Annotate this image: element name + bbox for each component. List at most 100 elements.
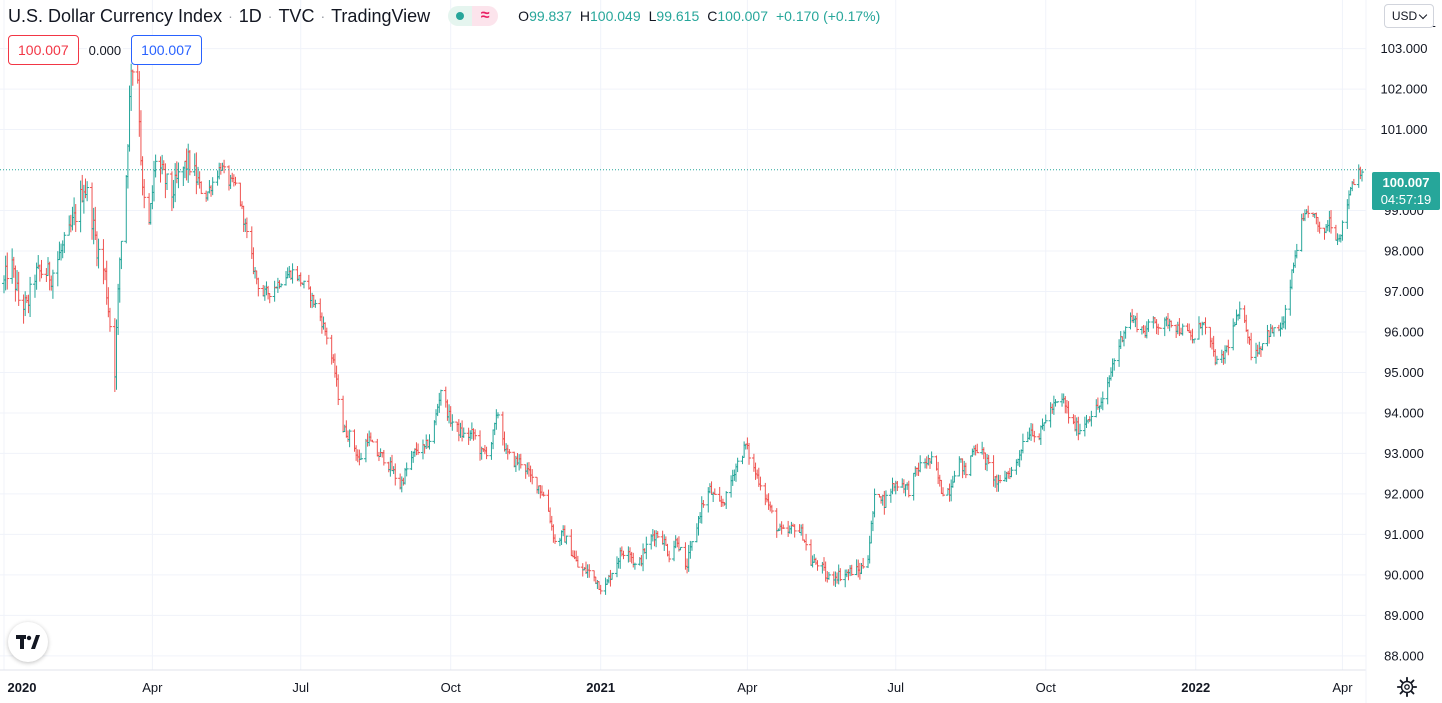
last-price-value: 100.007: [1382, 175, 1430, 190]
ohlc-bar: [107, 307, 112, 332]
price-axis-label: 96.000: [1384, 324, 1424, 339]
time-axis-label: Apr: [1332, 680, 1353, 695]
tradingview-logo-icon[interactable]: [8, 622, 48, 662]
price-axis-label: 93.000: [1384, 446, 1424, 461]
open-value: 99.837: [529, 8, 572, 24]
ohlc-bar: [747, 442, 752, 465]
ohlc-bar: [1146, 319, 1151, 332]
chevron-down-icon: [1418, 10, 1428, 19]
bar-countdown: 04:57:19: [1380, 192, 1432, 207]
ohlc-bar: [347, 429, 352, 448]
ohlc-bar: [541, 491, 546, 497]
ohlc-bar: [1351, 178, 1356, 186]
price-axis-label: 102.000: [1381, 82, 1428, 97]
ohlc-bar: [774, 508, 779, 538]
ohlc-bar: [701, 500, 706, 508]
price-axis-label: 94.000: [1384, 405, 1424, 420]
ohlc-bar: [781, 524, 786, 530]
ohlc-bar: [689, 541, 694, 551]
ohlc-bar: [838, 568, 843, 582]
ohlc-bar: [39, 259, 44, 279]
ohlc-bar: [381, 449, 386, 466]
ohlc-bar: [256, 277, 261, 297]
ohlc-bar: [587, 564, 592, 578]
time-axis-label: Apr: [142, 680, 163, 695]
time-axis-label: Jul: [292, 680, 309, 695]
spread-value: 0.000: [86, 36, 124, 64]
ohlc-bar: [598, 584, 603, 595]
ohlc-bar: [758, 476, 763, 491]
ohlc-bar: [187, 149, 192, 176]
ohlc-bar: [1020, 433, 1025, 454]
ohlc-bar: [792, 524, 797, 538]
ohlc-bar: [5, 252, 10, 290]
currency-label: USD: [1391, 9, 1418, 23]
ohlc-bar: [210, 177, 215, 196]
ohlc-bar: [73, 204, 78, 232]
ask-price-badge[interactable]: 100.007: [131, 35, 202, 65]
ohlc-bar: [530, 469, 535, 485]
ohlc-bar: [450, 414, 455, 431]
bid-price-badge[interactable]: 100.007: [8, 35, 79, 65]
time-axis-label: 2021: [586, 680, 615, 695]
ohlc-bar: [279, 283, 284, 288]
market-open-dot-icon: [448, 6, 473, 26]
symbol-legend[interactable]: U.S. Dollar Currency Index · 1D · TVC · …: [8, 4, 880, 28]
ohlc-bar: [142, 179, 147, 209]
ohlc-bar: [1306, 205, 1311, 218]
ohlc-bar: [359, 452, 364, 461]
quote-badges: 100.007 0.000 100.007: [8, 35, 202, 65]
ohlc-bar: [861, 557, 866, 569]
ohlc-bar: [998, 474, 1003, 484]
ohlc-bar: [1340, 220, 1345, 241]
ohlc-bar: [872, 488, 877, 518]
ohlc-bar: [724, 491, 729, 509]
symbol-name[interactable]: U.S. Dollar Currency Index: [8, 5, 223, 26]
interval-label[interactable]: 1D: [238, 5, 262, 26]
ohlc-bar: [1249, 332, 1254, 361]
ohlc-bar: [1055, 401, 1060, 404]
ohlc-bar: [1077, 423, 1082, 435]
ohlc-bar: [438, 389, 443, 406]
price-axis-label: 97.000: [1384, 284, 1424, 299]
ohlc-bar: [952, 470, 957, 483]
currency-select-button[interactable]: USD: [1384, 4, 1434, 28]
ohlc-bar: [416, 443, 421, 455]
market-status[interactable]: ≈: [448, 6, 499, 26]
ohlc-bar: [1180, 323, 1185, 336]
gear-icon[interactable]: [1396, 676, 1418, 698]
time-axis-label: Jul: [887, 680, 904, 695]
ohlc-bar: [918, 455, 923, 473]
ohlc-bar: [96, 238, 101, 269]
ohlc-bar: [461, 427, 466, 438]
ohlc-bar: [804, 533, 809, 551]
close-label: C: [707, 8, 718, 24]
ohlc-bar: [906, 480, 911, 498]
ohlc-bar: [769, 504, 774, 514]
ohlc-bar: [233, 176, 238, 186]
time-axis-label: 2020: [8, 680, 37, 695]
ohlc-bar: [911, 472, 916, 501]
ohlc-bar: [427, 434, 432, 450]
ohlc-bar: [495, 412, 500, 419]
ohlc-bar: [518, 453, 523, 469]
ohlc-bar: [712, 488, 717, 495]
ohlc-bar: [290, 263, 295, 284]
time-axis[interactable]: 2020 Apr Jul Oct 2021 Apr Jul Oct 2022 Apr: [8, 680, 1354, 695]
price-axis-label: 98.000: [1384, 244, 1424, 259]
ohlc-bar: [1135, 312, 1140, 333]
ohlc-bar: [849, 564, 854, 576]
price-axis-label: 91.000: [1384, 527, 1424, 542]
price-axis[interactable]: 88.000 89.000 90.000 91.000 92.000 93.000 94.0…: [1381, 15, 1437, 663]
open-label: O: [518, 8, 530, 24]
ohlc-bar: [62, 232, 67, 254]
ohlc-bar: [1237, 301, 1242, 320]
ohlc-bar: [1089, 410, 1094, 427]
time-axis-label: 2022: [1181, 680, 1210, 695]
ohlc-values: O99.837 H100.049 L99.615 C100.007 +0.170…: [518, 8, 880, 24]
time-axis-label: Oct: [1036, 680, 1057, 695]
ohlc-bar: [575, 555, 580, 568]
legend-separator: ·: [228, 8, 233, 24]
legend-separator: ·: [267, 8, 273, 24]
